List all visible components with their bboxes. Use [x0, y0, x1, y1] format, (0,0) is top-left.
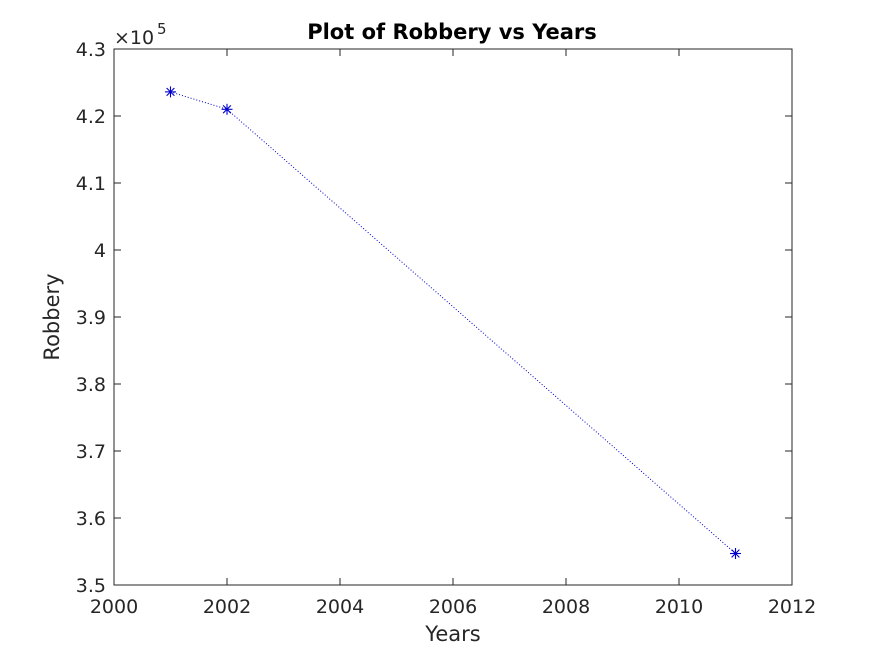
x-axis-ticks: 2000 2002 2004 2006 2008 2010 2012: [90, 49, 816, 618]
x-tick-label: 2006: [429, 596, 477, 618]
y-tick-label: 3.7: [76, 441, 106, 463]
y-axis-ticks: 3.5 3.6 3.7 3.8 3.9 4 4.1 4.2 4.3: [76, 39, 792, 597]
data-point-marker: [730, 548, 741, 560]
data-point-marker: [165, 86, 176, 98]
y-axis-label: Robbery: [40, 273, 64, 360]
chart-title: Plot of Robbery vs Years: [307, 20, 597, 44]
x-axis-label: Years: [424, 622, 480, 646]
y-axis-exponent: ×10 5: [114, 20, 167, 49]
y-exponent-base: ×10: [114, 27, 154, 49]
y-tick-label: 3.6: [76, 508, 106, 530]
data-point-marker: [221, 103, 233, 115]
y-tick-label: 4.3: [76, 39, 106, 61]
y-tick-label: 3.5: [76, 575, 106, 597]
series-line: [170, 91, 736, 554]
y-exponent-power: 5: [157, 20, 167, 38]
x-tick-label: 2000: [90, 596, 138, 618]
y-tick-label: 4.2: [76, 106, 106, 128]
y-tick-label: 4: [94, 240, 106, 262]
x-tick-label: 2012: [768, 596, 816, 618]
y-tick-label: 3.8: [76, 374, 106, 396]
series-layer: [165, 86, 741, 560]
y-tick-label: 3.9: [76, 307, 106, 329]
x-tick-label: 2010: [655, 596, 703, 618]
x-tick-label: 2008: [542, 596, 590, 618]
y-tick-label: 4.1: [76, 173, 106, 195]
x-tick-label: 2002: [203, 596, 251, 618]
plot-area-box: [113, 48, 793, 586]
x-tick-label: 2004: [316, 596, 364, 618]
